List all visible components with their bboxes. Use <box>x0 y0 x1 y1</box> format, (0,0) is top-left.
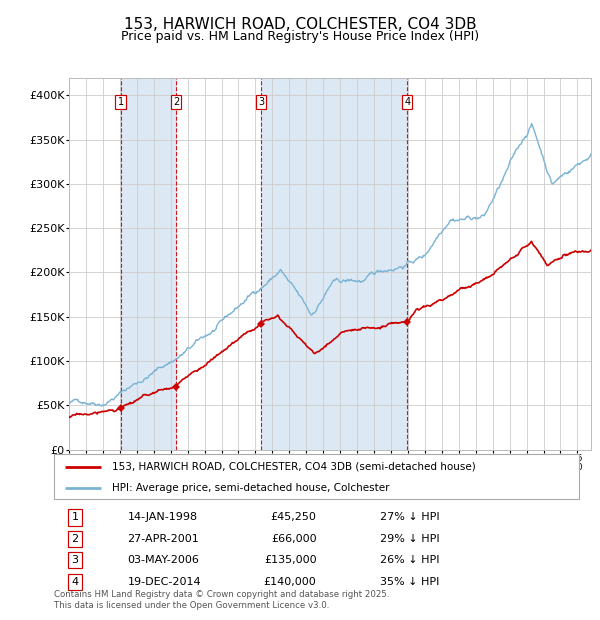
Text: 1: 1 <box>118 97 124 107</box>
Text: 29% ↓ HPI: 29% ↓ HPI <box>380 534 439 544</box>
Text: £66,000: £66,000 <box>271 534 317 544</box>
Text: Contains HM Land Registry data © Crown copyright and database right 2025.
This d: Contains HM Land Registry data © Crown c… <box>54 590 389 609</box>
Text: 3: 3 <box>71 556 79 565</box>
Text: 2: 2 <box>71 534 79 544</box>
Text: 14-JAN-1998: 14-JAN-1998 <box>128 513 197 523</box>
Text: £140,000: £140,000 <box>264 577 317 587</box>
Text: 153, HARWICH ROAD, COLCHESTER, CO4 3DB (semi-detached house): 153, HARWICH ROAD, COLCHESTER, CO4 3DB (… <box>112 462 476 472</box>
Bar <box>121 78 176 450</box>
Text: 26% ↓ HPI: 26% ↓ HPI <box>380 556 439 565</box>
Text: £45,250: £45,250 <box>271 513 317 523</box>
Bar <box>261 78 407 450</box>
Text: £135,000: £135,000 <box>264 556 317 565</box>
Text: 35% ↓ HPI: 35% ↓ HPI <box>380 577 439 587</box>
FancyBboxPatch shape <box>54 454 579 499</box>
Text: 27% ↓ HPI: 27% ↓ HPI <box>380 513 439 523</box>
Text: 2: 2 <box>173 97 179 107</box>
Text: Price paid vs. HM Land Registry's House Price Index (HPI): Price paid vs. HM Land Registry's House … <box>121 30 479 43</box>
Text: 153, HARWICH ROAD, COLCHESTER, CO4 3DB: 153, HARWICH ROAD, COLCHESTER, CO4 3DB <box>124 17 476 32</box>
Text: 3: 3 <box>258 97 264 107</box>
Text: 27-APR-2001: 27-APR-2001 <box>128 534 199 544</box>
Text: 4: 4 <box>71 577 79 587</box>
Text: 03-MAY-2006: 03-MAY-2006 <box>128 556 199 565</box>
Text: 1: 1 <box>71 513 79 523</box>
Text: 4: 4 <box>404 97 410 107</box>
Text: HPI: Average price, semi-detached house, Colchester: HPI: Average price, semi-detached house,… <box>112 483 389 493</box>
Text: 19-DEC-2014: 19-DEC-2014 <box>128 577 201 587</box>
